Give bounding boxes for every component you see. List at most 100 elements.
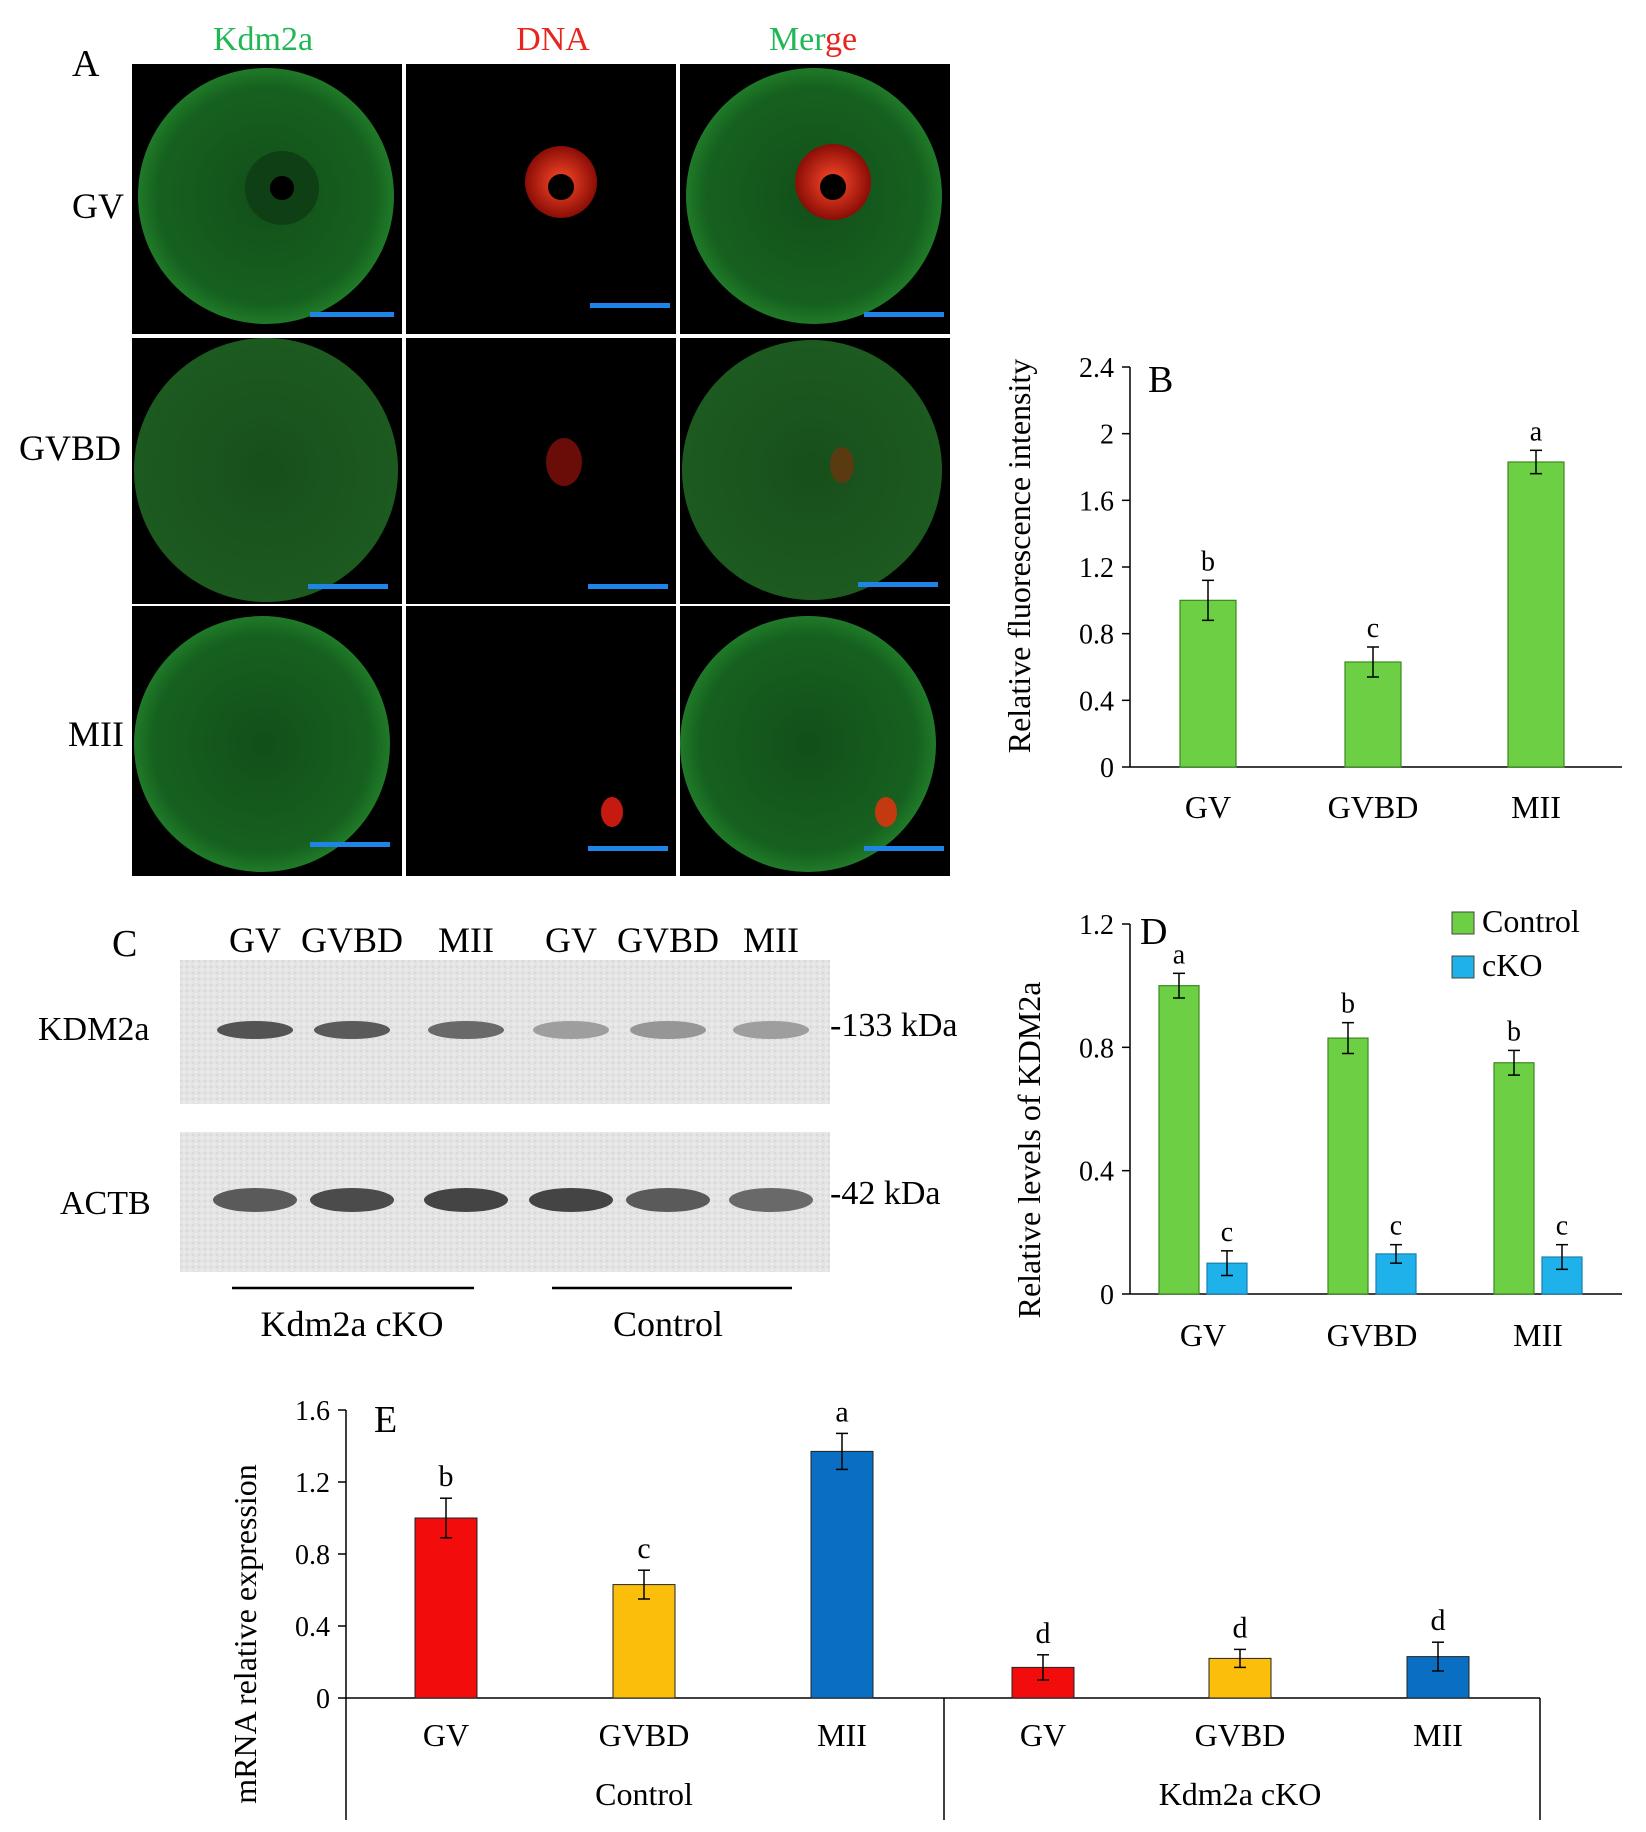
group-label-control: Control xyxy=(613,1304,723,1344)
legend-label: cKO xyxy=(1482,947,1542,983)
y-tick-label: 1.2 xyxy=(295,1468,330,1499)
x-tick-label: GVBD xyxy=(1195,1717,1286,1753)
x-tick-label: GV xyxy=(1180,1317,1226,1353)
y-tick-label: 0.4 xyxy=(295,1612,330,1643)
y-tick-label: 0 xyxy=(316,1684,330,1715)
significance-label: b xyxy=(1201,546,1215,577)
significance-label: d xyxy=(1233,1611,1248,1644)
y-tick-label: 0.8 xyxy=(1079,1033,1114,1064)
band-label-kdm2a: KDM2a xyxy=(38,1011,149,1048)
bar xyxy=(1493,1062,1535,1295)
oocyte-gvbd-kdm2a xyxy=(134,338,398,602)
dna-gvbd-merge xyxy=(830,447,854,483)
nucleolus-gv-dna xyxy=(548,174,574,200)
dna-mii-signal xyxy=(601,797,623,827)
lane-label: GV xyxy=(545,920,597,960)
size-label-42kda: -42 kDa xyxy=(830,1175,940,1212)
y-tick-label: 0.4 xyxy=(1079,686,1114,717)
lane-label: MII xyxy=(743,920,799,960)
oocyte-mii-kdm2a xyxy=(134,616,390,872)
y-tick-label: 2.4 xyxy=(1079,353,1114,384)
bar xyxy=(612,1584,676,1699)
y-tick-label: 0.8 xyxy=(295,1540,330,1571)
significance-label: c xyxy=(1556,1211,1568,1242)
band-kdm2a xyxy=(533,1021,609,1039)
band-actb xyxy=(529,1188,613,1212)
nucleolus-gv-merge xyxy=(820,174,846,200)
chart-e: E mRNA relative expression 0 0.4 0.8 1.2 1.6… xyxy=(227,1395,1541,1820)
group-label-cko: Kdm2a cKO xyxy=(261,1304,444,1344)
chart-d: D Relative levels of KDM2a 0 0.4 0.8 1.2 a b b… xyxy=(1011,903,1622,1353)
significance-label: c xyxy=(1367,613,1379,644)
significance-label: d xyxy=(1036,1617,1051,1650)
group-label: Kdm2a cKO xyxy=(1159,1776,1322,1812)
band-actb xyxy=(310,1188,394,1212)
scale-bar xyxy=(864,312,944,317)
column-label-merge: Merge xyxy=(769,21,857,58)
image-gvbd-dna xyxy=(406,338,676,604)
panel-d-letter: D xyxy=(1140,911,1167,953)
bar xyxy=(1206,1262,1248,1295)
y-tick-label: 2 xyxy=(1100,420,1114,451)
legend-swatch xyxy=(1451,911,1475,935)
row-label-gv: GV xyxy=(72,186,124,226)
band-kdm2a xyxy=(428,1021,504,1039)
x-tick-label: GV xyxy=(1020,1717,1066,1753)
x-tick-label: GV xyxy=(423,1717,469,1753)
x-tick-label: GV xyxy=(1185,789,1231,825)
significance-label: b xyxy=(439,1460,454,1493)
size-label-133kda: -133 kDa xyxy=(830,1007,957,1044)
x-tick-label: GVBD xyxy=(1328,789,1419,825)
scale-bar xyxy=(858,582,938,587)
legend-label: Control xyxy=(1482,903,1580,939)
y-tick-label: 0 xyxy=(1100,753,1114,784)
bar xyxy=(810,1450,874,1699)
panel-c-western-blot: C KDM2a ACTB -133 kDa -42 kDa Kdm2a cKO … xyxy=(38,920,957,1344)
column-label-kdm2a: Kdm2a xyxy=(213,21,313,58)
y-tick-label: 0.4 xyxy=(1079,1157,1114,1188)
significance-label: a xyxy=(1530,416,1543,447)
bar xyxy=(1507,461,1565,768)
x-tick-label: MII xyxy=(1413,1717,1463,1753)
panel-a: A Kdm2a DNA Merge GV GVBD MII xyxy=(19,21,950,876)
y-tick-label: 1.6 xyxy=(295,1396,330,1427)
bar xyxy=(1327,1037,1369,1295)
chart-b: B Relative fluorescence intensity 0 0.4 0.… xyxy=(1001,353,1622,825)
band-kdm2a xyxy=(217,1021,293,1039)
bar xyxy=(1158,985,1200,1295)
band-label-actb: ACTB xyxy=(60,1185,151,1222)
group-label: Control xyxy=(595,1776,693,1812)
scale-bar xyxy=(864,846,944,851)
panel-e-letter: E xyxy=(374,1399,397,1441)
scale-bar xyxy=(310,842,390,847)
x-tick-label: MII xyxy=(817,1717,867,1753)
scale-bar xyxy=(588,846,668,851)
dna-mii-merge xyxy=(875,797,897,827)
image-mii-dna xyxy=(406,606,676,876)
oocyte-mii-merge xyxy=(680,616,936,872)
band-kdm2a xyxy=(733,1021,809,1039)
x-tick-label: MII xyxy=(1513,1317,1563,1353)
chart-e-ylabel: mRNA relative expression xyxy=(227,1464,263,1803)
y-tick-label: 0.8 xyxy=(1079,620,1114,651)
y-tick-label: 1.2 xyxy=(1079,910,1114,941)
column-label-dna: DNA xyxy=(516,21,590,58)
scale-bar xyxy=(310,312,394,317)
lane-label: MII xyxy=(438,920,494,960)
row-label-mii: MII xyxy=(68,714,124,754)
scale-bar xyxy=(588,584,668,589)
x-tick-label: GVBD xyxy=(1327,1317,1418,1353)
legend-swatch xyxy=(1451,955,1475,979)
band-actb xyxy=(213,1188,297,1212)
panel-c-letter: C xyxy=(112,923,137,965)
significance-label: c xyxy=(637,1532,650,1565)
panel-b-letter: B xyxy=(1148,359,1173,401)
lane-label: GV xyxy=(229,920,281,960)
panel-a-letter: A xyxy=(72,43,100,85)
y-tick-label: 0 xyxy=(1100,1280,1114,1311)
oocyte-gvbd-merge xyxy=(682,340,942,600)
significance-label: b xyxy=(1507,1016,1521,1047)
significance-label: c xyxy=(1221,1217,1233,1248)
bar xyxy=(1179,599,1237,768)
